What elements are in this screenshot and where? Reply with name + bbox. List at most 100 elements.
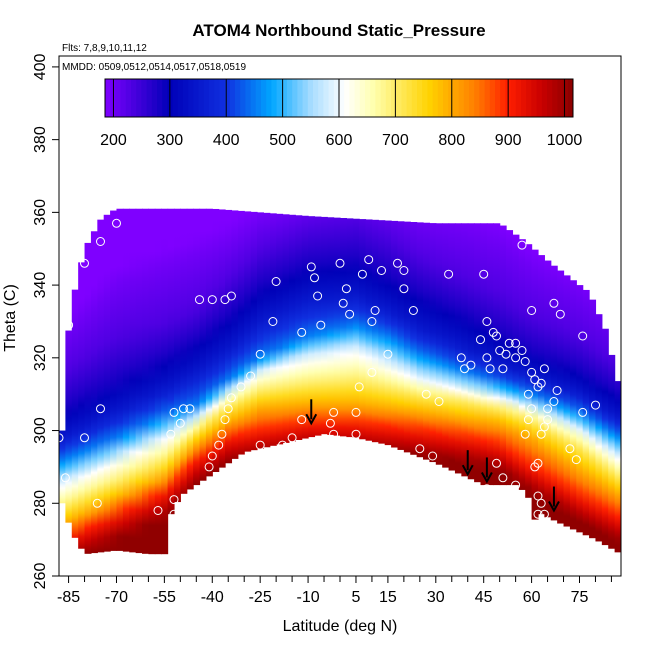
observation-point	[482, 317, 492, 326]
colorbar-cell	[120, 79, 127, 117]
field-column	[480, 223, 488, 486]
field-column	[493, 223, 501, 486]
field-column	[161, 208, 169, 555]
observation-point	[287, 433, 297, 443]
colorbar-cell	[131, 79, 137, 117]
colorbar-cell	[567, 79, 574, 117]
field-column	[506, 230, 514, 486]
colorbar-cell	[443, 79, 449, 117]
colorbar-tick-label: 600	[326, 132, 353, 149]
colorbar-cell	[125, 79, 132, 117]
observation-point	[533, 458, 543, 468]
observation-point	[278, 440, 287, 450]
colorbar-cell	[151, 79, 158, 117]
field-column	[397, 221, 405, 450]
field-column	[199, 208, 207, 481]
field-column	[186, 208, 194, 490]
colorbar-cell	[250, 79, 257, 117]
field-column	[410, 222, 418, 455]
colorbar-cell	[432, 79, 439, 117]
observation-point	[383, 349, 393, 359]
field-column	[116, 208, 124, 551]
colorbar-cell	[292, 79, 298, 117]
colorbar-cell	[297, 79, 304, 117]
observation-point	[543, 404, 553, 414]
field-column	[371, 219, 379, 443]
field-column	[142, 208, 150, 554]
colorbar-cell	[235, 79, 241, 117]
colorbar-cell	[541, 79, 548, 117]
field-column	[391, 220, 399, 448]
field-column	[327, 217, 335, 435]
field-column	[403, 221, 411, 453]
field-column	[276, 213, 284, 445]
x-axis: -85 -70 -55 -40 -25 -10 5 15 30 45 60 75	[57, 576, 612, 606]
field-column	[416, 222, 424, 458]
field-column	[218, 209, 226, 468]
observation-point	[539, 509, 549, 519]
observation-point	[533, 491, 543, 501]
field-column	[384, 220, 392, 446]
observation-point	[408, 306, 418, 315]
observation-point	[591, 400, 600, 410]
observation-point	[527, 306, 537, 315]
colorbar-cell	[437, 79, 444, 117]
flights-annotation: Flts: 7,8,9,10,11,12	[62, 43, 147, 54]
dates-annotation: MMDD: 0509,0512,0514,0517,0518,0519	[62, 62, 246, 73]
x-tick-label: 5	[352, 589, 361, 606]
field-column	[474, 223, 482, 483]
field-column	[90, 231, 98, 554]
colorbar-cell	[271, 79, 278, 117]
observation-point	[549, 247, 559, 257]
field-column	[65, 330, 73, 523]
colorbar-tick-label: 200	[100, 132, 127, 149]
colorbar-cell	[313, 79, 319, 117]
field-column	[288, 214, 296, 442]
observation-point	[96, 237, 105, 246]
colorbar-cell	[479, 79, 486, 117]
observation-point	[549, 397, 559, 406]
colorbar-cell	[521, 79, 527, 117]
observation-point	[428, 451, 438, 461]
colorbar-cell	[344, 79, 350, 117]
observation-point	[271, 277, 281, 286]
colorbar-cell	[370, 79, 376, 117]
observation-point	[204, 462, 214, 472]
field-column	[263, 212, 271, 448]
colorbar-cell	[136, 79, 142, 117]
observation-point	[466, 360, 476, 370]
observation-point	[306, 262, 316, 272]
field-column	[193, 208, 201, 486]
field-column	[563, 275, 571, 527]
observation-point	[527, 404, 537, 414]
colorbar-cell	[536, 79, 543, 117]
field-column	[365, 219, 373, 441]
colorbar-tick-label: 400	[213, 132, 240, 149]
x-axis-label: Latitude (deg N)	[283, 618, 398, 635]
colorbar: 200 300 400 500 600 700 800 900 1000	[100, 78, 582, 149]
colorbar-cell	[255, 79, 262, 117]
observation-point	[370, 306, 380, 315]
y-tick-label: 360	[32, 199, 49, 226]
colorbar-cell	[469, 79, 475, 117]
field-column	[244, 211, 252, 452]
y-tick-label: 400	[32, 53, 49, 80]
colorbar-tick-label: 500	[269, 132, 296, 149]
observation-point	[153, 506, 163, 515]
observation-point	[498, 364, 508, 374]
colorbar-cell	[396, 79, 402, 117]
observation-point	[195, 295, 204, 305]
field-column	[173, 208, 181, 503]
colorbar-cell	[349, 79, 356, 117]
observation-point	[297, 415, 307, 425]
colorbar-cell	[281, 79, 288, 117]
field-column	[576, 285, 584, 533]
observation-point	[565, 444, 575, 454]
observation-point	[511, 480, 521, 490]
observation-point	[523, 415, 533, 425]
observation-point	[329, 429, 339, 439]
colorbar-cell	[495, 79, 501, 117]
colorbar-cell	[328, 79, 335, 117]
field-column	[205, 208, 213, 477]
observation-point	[539, 422, 549, 432]
